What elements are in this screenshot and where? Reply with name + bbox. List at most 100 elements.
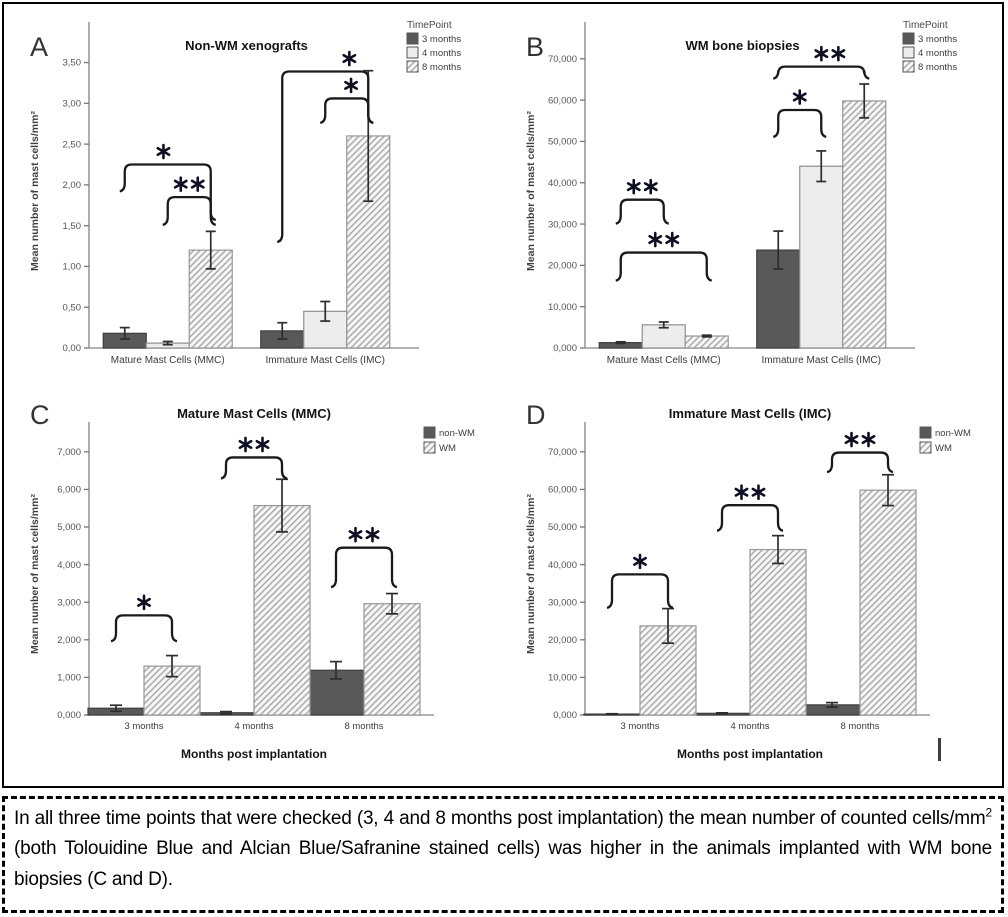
error-bar [110, 704, 122, 713]
legend-swatch-light-icon [406, 46, 419, 59]
y-tick-label: 40,000 [548, 178, 577, 189]
bar-WM-8-months [859, 489, 917, 716]
y-tick-label: 4,000 [57, 560, 81, 571]
legend-item-WM: WM [919, 441, 952, 454]
panel-letter: A [30, 32, 48, 62]
x-category-label: 8 months [840, 721, 879, 732]
y-tick-label: 1,000 [57, 673, 81, 684]
x-category-label: Mature Mast Cells (MMC) [607, 355, 721, 366]
y-tick-label: 7,000 [57, 447, 81, 458]
significance-bracket [162, 195, 217, 226]
y-tick-label: 3,00 [63, 99, 82, 110]
significance-stars [342, 50, 357, 67]
significance-bracket [110, 614, 178, 643]
y-tick-label: 30,000 [548, 219, 577, 230]
error-bar [330, 660, 342, 680]
significance-bracket [826, 451, 894, 474]
y-tick-label: 2,50 [63, 139, 82, 150]
legend: non-WM WM [423, 426, 475, 454]
x-category-label: 3 months [124, 721, 163, 732]
error-bar [773, 230, 784, 270]
asterisk-star [831, 45, 846, 62]
y-tick-label: 50,000 [548, 137, 577, 148]
y-tick-label: 1,50 [63, 221, 82, 232]
figure-panel-grid: 0,00 0,50 1,00 1,50 2,00 2,50 3,00 3,50 Mature M… [2, 2, 1004, 788]
legend-label: 3 months [918, 34, 957, 45]
y-tick-label: 0,000 [57, 710, 81, 721]
legend-item-4-months: 4 months [406, 46, 461, 59]
y-tick-label: 30,000 [548, 597, 577, 608]
chart-A: 0,00 0,50 1,00 1,50 2,00 2,50 3,00 3,50 Mature M… [29, 20, 461, 366]
panel-letter: C [30, 400, 50, 430]
asterisk-star [238, 436, 253, 453]
asterisk-star [792, 89, 807, 105]
significance-stars [792, 89, 807, 105]
legend-title: TimePoint [903, 20, 948, 31]
y-tick-label: 0,50 [63, 302, 82, 313]
bar-4-months-Immature-Mast-Cells-(IMC) [799, 165, 844, 349]
error-bar [386, 592, 398, 615]
asterisk-star [190, 176, 205, 192]
legend-label: 4 months [918, 48, 957, 59]
x-category-label: Immature Mast Cells (IMC) [266, 355, 385, 366]
asterisk-star [643, 178, 658, 195]
significance-bracket [615, 198, 670, 225]
legend-swatch-hatch-icon [902, 60, 915, 73]
error-bar [816, 150, 827, 183]
bar-WM-4-months [253, 504, 311, 716]
caption-superscript: 2 [985, 805, 993, 820]
error-bar [615, 340, 626, 345]
significance-bracket [772, 65, 870, 80]
chart-C: 0,000 1,000 2,000 3,000 4,000 5,000 6,000 7,000… [29, 400, 475, 761]
asterisk-star [348, 526, 363, 543]
legend-label: 4 months [422, 48, 461, 59]
significance-stars [648, 231, 680, 248]
panel-c-chart: 0,000 1,000 2,000 3,000 4,000 5,000 6,000 7,000… [4, 378, 504, 789]
y-tick-label: 20,000 [548, 261, 577, 272]
asterisk-star [665, 231, 680, 248]
panel-b-chart: 0,000 10,000 20,000 30,000 40,000 50,000 60,00… [500, 6, 1000, 383]
x-category-label: Immature Mast Cells (IMC) [762, 355, 881, 366]
y-tick-label: 3,50 [63, 58, 82, 69]
significance-bracket [772, 108, 827, 139]
legend-swatch-dark-icon [423, 426, 436, 439]
legend-title: TimePoint [407, 20, 452, 31]
x-category-label: 4 months [234, 721, 273, 732]
significance-bracket [319, 97, 374, 125]
chart-title: Mature Mast Cells (MMC) [177, 406, 331, 421]
text-cursor-artifact: | [938, 738, 941, 761]
legend-label: WM [439, 443, 456, 454]
y-axis-title: Mean number of mast cells/mm² [29, 111, 41, 271]
significance-bracket [330, 546, 398, 589]
y-axis-title: Mean number of mast cells/mm² [525, 494, 537, 654]
error-bar [220, 710, 232, 715]
legend-label: non-WM [935, 428, 971, 439]
error-bar [701, 334, 712, 338]
asterisk-star [633, 553, 647, 570]
bar-8-months-Immature-Mast-Cells-(IMC) [842, 100, 887, 349]
significance-bracket [716, 504, 784, 532]
legend-item-WM: WM [423, 441, 456, 454]
significance-stars [626, 178, 658, 195]
y-tick-label: 0,00 [63, 343, 82, 354]
error-bar [205, 230, 216, 270]
error-bar [166, 654, 178, 678]
significance-stars [344, 77, 358, 94]
y-tick-label: 2,00 [63, 180, 82, 191]
legend-item-non-WM: non-WM [919, 426, 971, 439]
caption-text-2: (both Tolouidine Blue and Alcian Blue/Sa… [14, 838, 992, 890]
legend-label: 3 months [422, 34, 461, 45]
y-axis-title: Mean number of mast cells/mm² [525, 111, 537, 271]
legend-label: non-WM [439, 428, 475, 439]
legend-item-non-WM: non-WM [423, 426, 475, 439]
legend-item-8-months: 8 months [406, 60, 461, 73]
legend: non-WM WM [919, 426, 971, 454]
asterisk-star [156, 143, 171, 160]
y-tick-label: 20,000 [548, 635, 577, 646]
y-tick-label: 70,000 [548, 447, 577, 458]
legend-item-3-months: 3 months [406, 32, 461, 45]
asterisk-star [365, 526, 380, 543]
significance-bracket [606, 573, 674, 609]
asterisk-star [751, 484, 766, 500]
y-tick-label: 40,000 [548, 560, 577, 571]
